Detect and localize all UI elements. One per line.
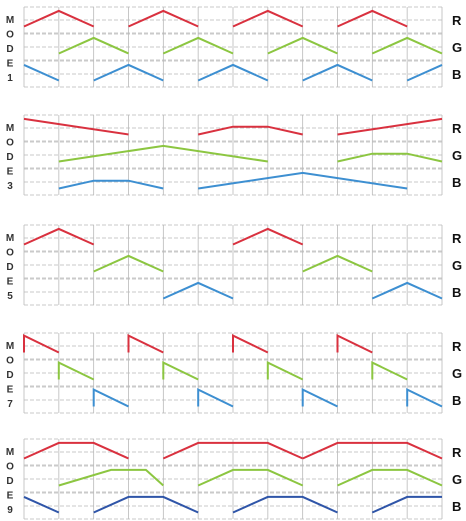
series-r-segment (337, 117, 443, 136)
mode-letter: O (6, 248, 14, 259)
series-g-segment (371, 361, 408, 381)
mode-letter: O (6, 138, 14, 149)
series-r-segment (23, 117, 129, 136)
series-b-segment (232, 495, 338, 514)
series-r-segment (162, 441, 304, 460)
series-r-segment (23, 334, 60, 354)
series-r-segment (23, 9, 95, 28)
mode-letter: E (7, 491, 14, 502)
series-b-segment (23, 63, 60, 82)
channel-label-b: B (452, 175, 461, 190)
series-b-segment (406, 388, 443, 408)
series-g-segment (162, 361, 199, 381)
series-g-segment (93, 254, 164, 273)
mode-letter: D (6, 370, 13, 381)
channel-label-b: B (452, 393, 461, 408)
channel-label-r: R (452, 121, 462, 136)
mode-letter: E (7, 277, 14, 288)
channel-label-g: G (452, 366, 462, 381)
series-r-segment (232, 334, 269, 354)
series-g-segment (337, 152, 443, 163)
series-b-segment (93, 63, 164, 82)
mode-letter: O (6, 30, 14, 41)
series-r-segment (302, 441, 443, 460)
series-b-segment (371, 281, 443, 300)
channel-label-r: R (452, 445, 462, 460)
series-b-segment (23, 495, 60, 514)
series-r-segment (232, 227, 304, 246)
series-g-segment (162, 36, 234, 55)
series-b-segment (198, 171, 408, 190)
series-g-segment (58, 144, 268, 163)
channel-label-b: B (452, 67, 461, 82)
channel-label-b: B (452, 499, 461, 514)
mode-letter: 7 (7, 399, 13, 410)
series-g-segment (371, 36, 443, 55)
series-b-segment (58, 179, 164, 190)
series-r-segment (127, 334, 164, 354)
series-r-segment (232, 9, 304, 28)
mode-letter: M (6, 123, 14, 134)
mode-letter: D (6, 152, 13, 163)
series-g-segment (267, 36, 338, 55)
series-g-segment (302, 254, 373, 273)
mode-letter: D (6, 262, 13, 273)
series-g-segment (58, 36, 129, 55)
channel-label-r: R (452, 339, 462, 354)
series-g-segment (337, 468, 443, 487)
mode-letter: E (7, 385, 14, 396)
series-r-segment (23, 441, 129, 460)
series-r-segment (128, 9, 199, 28)
mode-letter: M (6, 341, 14, 352)
series-b-segment (197, 63, 269, 82)
series-b-segment (197, 388, 234, 408)
channel-label-g: G (452, 258, 462, 273)
channel-label-b: B (452, 285, 461, 300)
series-r-segment (336, 334, 373, 354)
mode-letter: M (6, 15, 14, 26)
mode-letter: M (6, 447, 14, 458)
channel-label-g: G (452, 472, 462, 487)
mode-letter: E (7, 59, 14, 70)
channel-label-r: R (452, 231, 462, 246)
mode-letter: 1 (7, 73, 13, 84)
mode-letter: D (6, 476, 13, 487)
series-r-segment (23, 227, 95, 246)
channel-label-r: R (452, 13, 462, 28)
mode-letter: E (7, 167, 14, 178)
series-b-segment (93, 495, 199, 514)
mode-letter: 9 (7, 505, 13, 516)
mode-letter: O (6, 462, 14, 473)
mode-letter: O (6, 356, 14, 367)
series-b-segment (371, 495, 442, 514)
series-b-segment (162, 281, 234, 300)
series-g-segment (266, 361, 304, 381)
series-g-segment (197, 468, 304, 487)
series-r-segment (197, 125, 303, 136)
series-g-segment (57, 361, 95, 381)
channel-label-g: G (452, 148, 462, 163)
mode-letter: 3 (7, 181, 13, 192)
series-g-segment (58, 468, 164, 487)
series-b-segment (92, 388, 129, 408)
channel-label-g: G (452, 40, 462, 55)
mode-letter: D (6, 44, 13, 55)
series-r-segment (337, 9, 408, 28)
mode-letter: 5 (7, 291, 13, 302)
series-b-segment (406, 63, 443, 82)
mode-letter: M (6, 233, 14, 244)
series-b-segment (301, 388, 338, 408)
series-b-segment (302, 63, 373, 82)
